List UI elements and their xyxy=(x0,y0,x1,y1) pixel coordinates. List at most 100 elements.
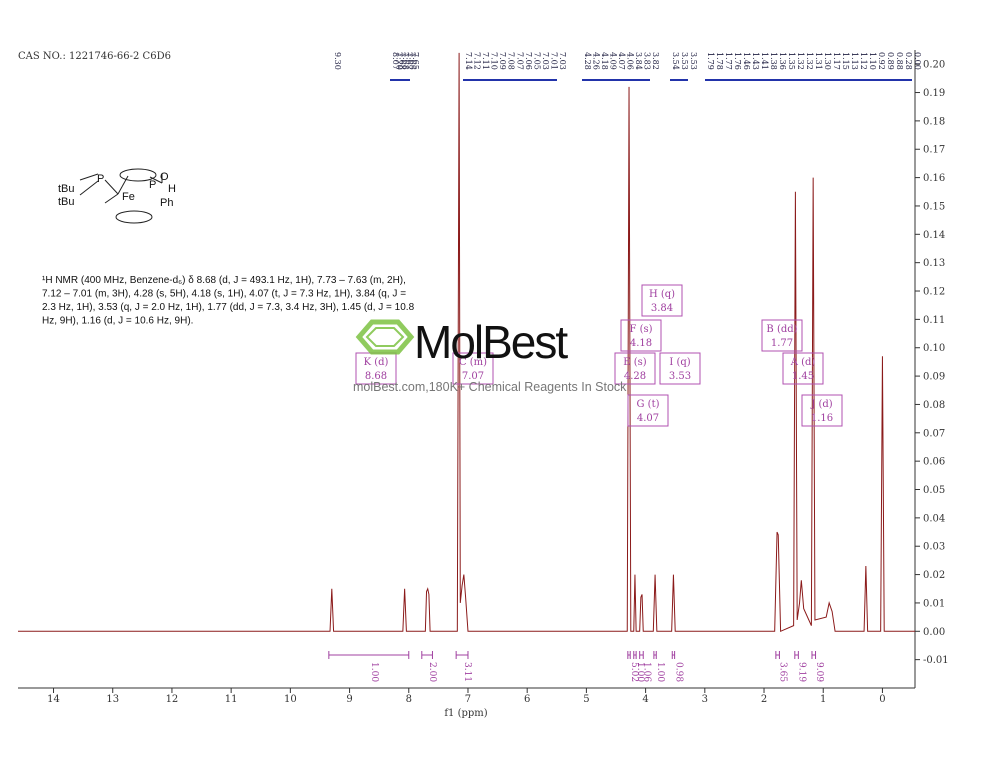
description-line: 7.12 – 7.01 (m, 3H), 4.28 (s, 5H), 4.18 … xyxy=(42,289,406,300)
integral-label: 3.65 xyxy=(778,662,788,682)
bond xyxy=(79,173,99,181)
peak-label: 7.09 xyxy=(498,52,507,70)
multiplet-box xyxy=(620,319,662,352)
multiplet-label: F (s) xyxy=(629,324,652,335)
peak-label: 7.05 xyxy=(532,52,541,70)
peak-label: 1.13 xyxy=(850,52,859,70)
bond xyxy=(117,175,129,195)
peak-label: 0.88 xyxy=(895,52,904,70)
peak-label: 8.07 xyxy=(391,52,400,70)
peak-label: 4.18 xyxy=(600,52,609,70)
y-tick-label: 0.02 xyxy=(923,570,945,581)
peak-label: 1.38 xyxy=(769,52,778,70)
integral-label: 3.11 xyxy=(462,662,472,682)
x-tick-label: 8 xyxy=(406,694,412,705)
peak-label: 7.08 xyxy=(507,52,516,70)
y-tick-label: 0.16 xyxy=(923,173,945,184)
integral-label: 9.19 xyxy=(797,662,807,682)
x-tick-label: 9 xyxy=(346,694,352,705)
bond xyxy=(104,179,119,195)
y-tick-label: 0.20 xyxy=(923,60,945,71)
peak-label: 1.36 xyxy=(778,52,787,70)
y-tick-label: 0.04 xyxy=(923,513,945,524)
integral-label: 0.98 xyxy=(673,662,683,682)
y-tick-label: 0.12 xyxy=(923,287,945,298)
y-tick-label: 0.06 xyxy=(923,457,945,468)
y-tick-label: 0.01 xyxy=(923,598,945,609)
peak-label: 7.03 xyxy=(558,52,567,70)
multiplet-label: G (t) xyxy=(637,399,660,410)
y-tick-label: 0.15 xyxy=(923,201,945,212)
peak-label: 0.28 xyxy=(904,52,913,70)
peak-label: 3.54 xyxy=(671,52,680,70)
x-tick-label: 1 xyxy=(820,694,826,705)
logo-inner xyxy=(365,327,405,347)
y-tick-label: 0.09 xyxy=(923,372,945,383)
peak-label: 4.06 xyxy=(626,52,635,70)
watermark-tagline: molBest.com,180K+ Chemical Reagents In S… xyxy=(353,380,627,394)
atom-label: tBu xyxy=(58,196,75,208)
y-tick-label: 0.03 xyxy=(923,542,945,553)
peak-label: 7.65 xyxy=(411,52,420,70)
multiplet-box xyxy=(782,352,824,385)
peak-label: 7.14 xyxy=(464,52,473,70)
multiplet-shift: 1.77 xyxy=(771,338,793,349)
peak-label: 4.28 xyxy=(583,52,592,70)
peak-label: 1.46 xyxy=(742,52,751,70)
multiplet-shift: 1.16 xyxy=(811,413,833,424)
logo xyxy=(355,319,415,355)
spectrum xyxy=(18,52,915,633)
peak-label: 1.32 xyxy=(796,52,805,70)
peak-label: 4.07 xyxy=(617,52,626,70)
atom-label: tBu xyxy=(58,183,75,195)
integral-label: 1.00 xyxy=(635,662,645,682)
y-tick-label: 0.18 xyxy=(923,116,945,127)
peak-label: 1.32 xyxy=(805,52,814,70)
multiplet-label: E (s) xyxy=(623,357,647,368)
cp-ring xyxy=(119,168,157,182)
multiplet-label: A (d) xyxy=(790,357,816,368)
atom-label: Fe xyxy=(122,191,135,203)
peak-label: 7.06 xyxy=(524,52,533,70)
peak-label: 0.89 xyxy=(886,52,895,70)
peak-label: 1.10 xyxy=(868,52,877,70)
x-axis-label: f1 (ppm) xyxy=(444,708,487,719)
integral-label: 1.06 xyxy=(641,662,651,682)
structure xyxy=(79,168,163,224)
peak-label: 1.43 xyxy=(751,52,760,70)
header: CAS NO.: 1221746-66-2 C6D6 xyxy=(18,51,171,62)
peak-label: 1.17 xyxy=(832,52,841,70)
peak-label: 3.84 xyxy=(634,52,643,70)
multiplet-label: J (d) xyxy=(810,399,832,410)
atom-label: O xyxy=(160,171,169,183)
y-tick-label: 0.13 xyxy=(923,258,945,269)
atom-label: Ph xyxy=(160,197,173,209)
bond xyxy=(79,180,99,196)
multiplet-label: K (d) xyxy=(364,357,389,368)
peak-label: 1.78 xyxy=(715,52,724,70)
x-tick-label: 2 xyxy=(761,694,767,705)
peak-label: 1.15 xyxy=(841,52,850,70)
y-tick-label: 0.19 xyxy=(923,88,945,99)
x-tick-label: 4 xyxy=(642,694,648,705)
y-tick-label: 0.07 xyxy=(923,428,945,439)
watermark-brand: MolBest xyxy=(414,316,568,368)
x-tick-label: 12 xyxy=(166,694,179,705)
y-tick-label: 0.11 xyxy=(923,315,945,326)
cp-ring xyxy=(115,210,153,224)
y-tick-label: -0.01 xyxy=(923,655,949,666)
multiplet-shift: 1.45 xyxy=(792,371,814,382)
multiplet-label: C (m) xyxy=(459,357,487,368)
peak-label: 1.79 xyxy=(706,52,715,70)
y-tick-label: 0.10 xyxy=(923,343,945,354)
atom-label: H xyxy=(168,183,176,195)
peak-label: 1.12 xyxy=(859,52,868,70)
peak-label: 7.70 xyxy=(394,52,403,70)
integral-label: 2.00 xyxy=(427,662,437,682)
bond xyxy=(149,176,163,184)
peak-label: 7.65 xyxy=(408,52,417,70)
peak-label: 3.83 xyxy=(643,52,652,70)
x-tick-label: 7 xyxy=(465,694,471,705)
peak-label: 1.35 xyxy=(787,52,796,70)
peak-label: 7.68 xyxy=(401,52,410,70)
